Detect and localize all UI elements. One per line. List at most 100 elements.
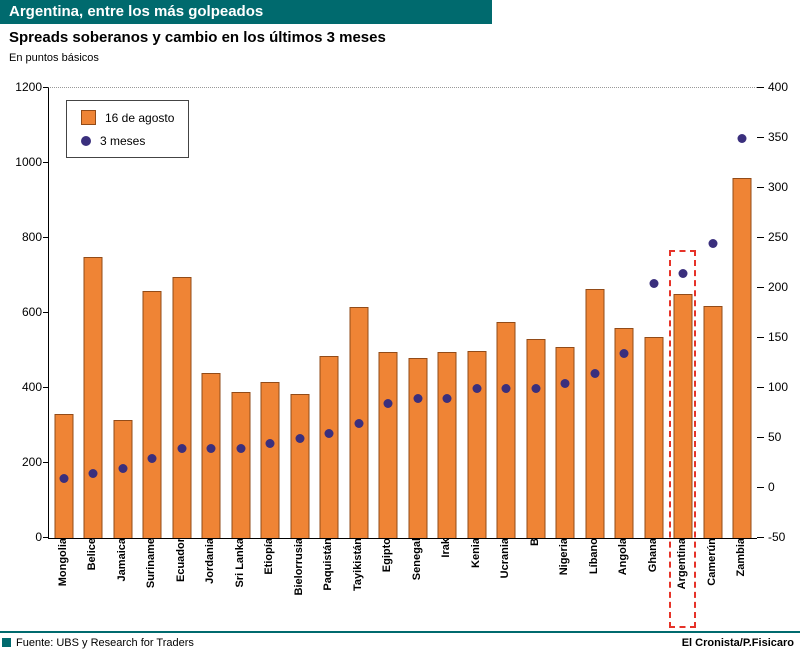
chart-column [167,88,197,538]
chart-column [197,88,227,538]
dot-tayikistán [354,418,364,428]
chart-column [374,88,404,538]
right-axis-tick-label: 250 [768,230,789,244]
dot-b [531,383,541,393]
chart-column [285,88,315,538]
bar-irak [437,352,457,538]
dot-jordania [206,443,216,453]
x-axis-label-jordania: Jordania [204,538,217,584]
x-axis-label-ecuador: Ecuador [174,538,187,583]
right-axis-tick-label: 100 [768,380,789,394]
x-axis-label-irak: Irak [440,538,453,558]
dot-belice [88,468,98,478]
right-axis-tick [757,137,764,138]
left-axis-tick [43,87,48,88]
source-credit: Fuente: UBS y Research for Traders [16,637,194,649]
x-axis-label-tayikistán: Tayikistán [351,538,364,591]
left-axis-tick [43,537,48,538]
x-axis-label-belice: Belice [86,538,99,571]
dot-swatch-icon [81,136,91,146]
bar-egipto [378,352,398,538]
chart-column [403,88,433,538]
bar-jordania [201,373,221,538]
bar-zambia [732,178,752,538]
x-axis-label-egipto: Egipto [381,538,394,573]
right-axis-tick [757,87,764,88]
bar-belice [83,256,103,538]
dot-nigeria [560,378,570,388]
bar-camerún [703,305,723,538]
dot-sri-lanka [236,443,246,453]
legend-dot-label: 3 meses [100,134,146,148]
dot-etiopía [265,438,275,448]
legend-item-bars: 16 de agosto [81,110,174,125]
bar-sri-lanka [231,391,251,538]
chart-column [433,88,463,538]
footer-bullet-icon [2,638,11,647]
chart-column [698,88,728,538]
x-axis-label-líbano: Líbano [587,538,600,575]
left-axis-tick-label: 400 [21,380,42,394]
chart-column [639,88,669,538]
dot-mongolia [59,473,69,483]
chart-column [344,88,374,538]
dot-ucrania [501,383,511,393]
x-axis-label-jamaica: Jamaica [115,538,128,582]
dot-senegal [413,393,423,403]
chart-subtitle: Spreads soberanos y cambio en los último… [9,29,386,46]
dot-irak [442,393,452,403]
dot-ghana [649,278,659,288]
x-axis-label-zambia: Zambia [735,538,748,577]
right-axis-tick [757,387,764,388]
bar-nigeria [555,346,575,538]
dot-argentina [678,268,688,278]
bar-ecuador [172,277,192,538]
x-axis-label-angola: Angola [617,538,630,576]
bar-paquistán [319,356,339,538]
chart-column [610,88,640,538]
right-axis-tick-label: -50 [768,530,786,544]
dot-bielorrusia [295,433,305,443]
legend: 16 de agosto 3 meses [66,100,190,158]
author-credit: El Cronista/P.Fisicaro [681,637,794,649]
bar-series [49,88,757,538]
right-axis-tick [757,287,764,288]
x-axis-label-paquistán: Paquistán [322,538,335,591]
right-axis-tick [757,437,764,438]
bar-argentina [673,294,693,538]
legend-item-dots: 3 meses [81,134,174,148]
highlight-box-argentina [669,250,696,628]
bar-b [526,339,546,538]
left-axis-tick-label: 200 [21,455,42,469]
page-title: Argentina, entre los más golpeados [0,0,492,24]
footer: Fuente: UBS y Research for Traders El Cr… [0,636,800,653]
chart-column [256,88,286,538]
left-axis-tick [43,387,48,388]
dot-angola [619,348,629,358]
left-axis-tick-label: 600 [21,305,42,319]
chart-column [315,88,345,538]
bar-líbano [585,288,605,538]
chart-column [580,88,610,538]
chart-column [462,88,492,538]
right-axis-tick-label: 400 [768,80,789,94]
chart-column [108,88,138,538]
bar-bielorrusia [290,393,310,538]
left-axis-tick-label: 0 [35,530,42,544]
dot-líbano [590,368,600,378]
x-axis-label-bielorrusia: Bielorrusia [292,538,305,596]
right-axis-tick-label: 150 [768,330,789,344]
right-axis-tick-label: 50 [768,430,782,444]
right-axis-tick [757,487,764,488]
dot-camerún [708,238,718,248]
left-axis-tick-label: 1200 [15,80,42,94]
left-axis-tick [43,162,48,163]
x-axis-label-nigeria: Nigeria [558,538,571,576]
left-axis-tick-label: 800 [21,230,42,244]
chart-column [226,88,256,538]
bar-angola [614,328,634,538]
bar-senegal [408,358,428,538]
right-axis-tick-label: 0 [768,480,775,494]
chart-units-label: En puntos básicos [9,52,99,64]
